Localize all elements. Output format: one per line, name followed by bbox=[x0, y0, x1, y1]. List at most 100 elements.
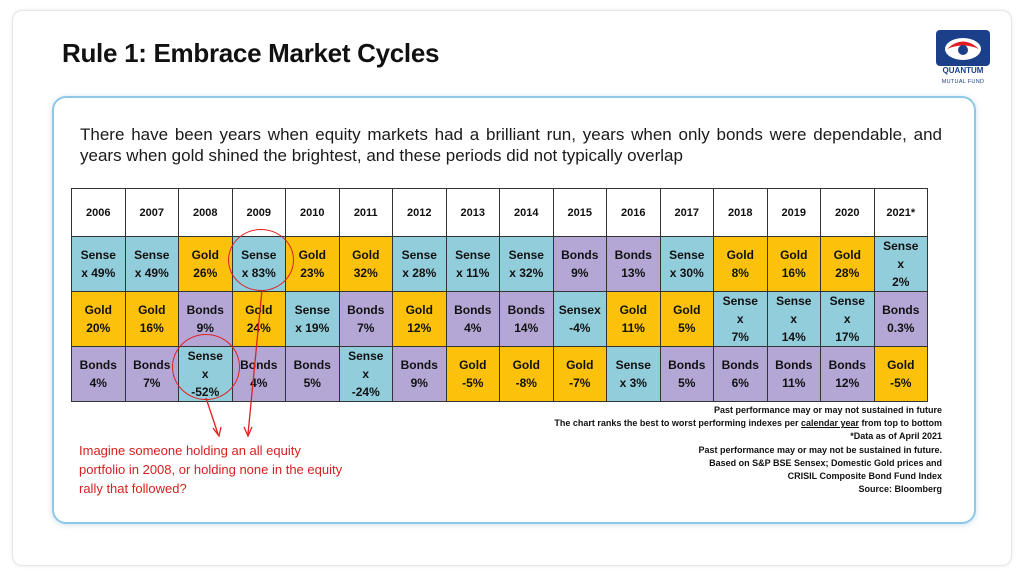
gold-cell: Gold 16% bbox=[124, 291, 179, 347]
year-header-cell: 2009 bbox=[231, 188, 286, 237]
bonds-cell: Bonds 11% bbox=[766, 346, 821, 402]
highlight-circle-2009 bbox=[228, 229, 294, 291]
cell-value: Gold 20% bbox=[84, 303, 112, 335]
cell-value: Bonds 12% bbox=[828, 358, 866, 390]
bonds-cell: Bonds 7% bbox=[338, 291, 393, 347]
bonds-cell: Bonds 9% bbox=[178, 291, 233, 347]
year-header-cell: 2012 bbox=[392, 188, 447, 237]
note-line-6: CRISIL Composite Bond Fund Index bbox=[787, 471, 942, 482]
gold-cell: Gold 20% bbox=[71, 291, 126, 347]
sensex-cell: Sense x 11% bbox=[445, 236, 500, 292]
cell-value: Bonds 7% bbox=[347, 303, 385, 335]
bonds-cell: Bonds 12% bbox=[820, 346, 875, 402]
gold-cell: Gold 28% bbox=[820, 236, 875, 292]
cell-value: Bonds 9% bbox=[400, 358, 438, 390]
gold-cell: Gold 5% bbox=[659, 291, 714, 347]
cell-value: Gold -5% bbox=[459, 358, 487, 390]
bonds-cell: Bonds 9% bbox=[552, 236, 607, 292]
gold-cell: Gold -5% bbox=[873, 346, 928, 402]
year-header-cell: 2020 bbox=[820, 188, 875, 237]
intro-text: There have been years when equity market… bbox=[80, 125, 942, 165]
cell-value: Bonds 14% bbox=[507, 303, 545, 335]
sensex-cell: Sense x 49% bbox=[71, 236, 126, 292]
cell-value: Sense x 49% bbox=[80, 248, 116, 280]
cell-value: Sensex -4% bbox=[558, 303, 601, 335]
cell-value: Gold 16% bbox=[780, 248, 808, 280]
cell-value: Bonds 13% bbox=[614, 248, 652, 280]
note-line-2-underlined: calendar year bbox=[800, 418, 860, 429]
bonds-cell: Bonds 5% bbox=[659, 346, 714, 402]
bonds-cell: Bonds 9% bbox=[392, 346, 447, 402]
year-header-cell: 2017 bbox=[659, 188, 714, 237]
cell-value: Gold -7% bbox=[566, 358, 594, 390]
bonds-cell: Bonds 4% bbox=[71, 346, 126, 402]
cell-value: Sense x 3% bbox=[615, 358, 651, 390]
note-line-1: Past performance may or may not sustaine… bbox=[713, 405, 942, 415]
cell-value: Gold 5% bbox=[673, 303, 701, 335]
gold-cell: Gold 24% bbox=[231, 291, 286, 347]
year-header-cell: 2010 bbox=[285, 188, 340, 237]
gold-cell: Gold -8% bbox=[499, 346, 554, 402]
cell-value: Sense x 11% bbox=[455, 248, 491, 280]
cell-value: Bonds 9% bbox=[186, 303, 224, 335]
bonds-cell: Bonds 4% bbox=[445, 291, 500, 347]
cell-value: Bonds 11% bbox=[775, 358, 813, 390]
cell-value: Bonds 5% bbox=[668, 358, 706, 390]
slide-title: Rule 1: Embrace Market Cycles bbox=[62, 38, 440, 68]
note-line-4: Past performance may or may not be susta… bbox=[698, 444, 942, 455]
year-header-cell: 2016 bbox=[606, 188, 661, 237]
sensex-cell: Sense x 7% bbox=[713, 291, 768, 347]
sensex-cell: Sense x 49% bbox=[124, 236, 179, 292]
cell-value: Gold 8% bbox=[726, 248, 754, 280]
gold-cell: Gold 23% bbox=[285, 236, 340, 292]
cell-value: Sense x 49% bbox=[134, 248, 170, 280]
gold-cell: Gold 16% bbox=[766, 236, 821, 292]
sensex-cell: Sense x 32% bbox=[499, 236, 554, 292]
bonds-cell: Bonds 13% bbox=[606, 236, 661, 292]
cell-value: Sense x 19% bbox=[294, 303, 330, 335]
cell-value: Gold 26% bbox=[191, 248, 219, 280]
callout-text: Imagine someone holding an all equity po… bbox=[79, 443, 343, 496]
bonds-cell: Bonds 0.3% bbox=[873, 291, 928, 347]
cell-value: Sense x 2% bbox=[883, 239, 919, 289]
bonds-cell: Bonds 4% bbox=[231, 346, 286, 402]
bonds-cell: Bonds 6% bbox=[713, 346, 768, 402]
cell-value: Gold 24% bbox=[245, 303, 273, 335]
note-line-2-pre: The chart ranks the best to worst perfor… bbox=[554, 418, 801, 429]
gold-cell: Gold 32% bbox=[338, 236, 393, 292]
year-header-cell: 2007 bbox=[124, 188, 179, 237]
year-header-cell: 2019 bbox=[766, 188, 821, 237]
year-header-cell: 2008 bbox=[178, 188, 233, 237]
sensex-cell: Sense x 17% bbox=[820, 291, 875, 347]
year-header-cell: 2013 bbox=[445, 188, 500, 237]
cell-value: Sense x 17% bbox=[829, 294, 865, 344]
cell-value: Sense x -24% bbox=[348, 349, 384, 399]
rank-row-best: Sense x 49% Sense x 49% Gold 26% Sense x 83… bbox=[71, 236, 928, 292]
cell-value: Bonds 0.3% bbox=[882, 303, 920, 335]
note-line-3: *Data as of April 2021 bbox=[850, 431, 942, 442]
cell-value: Gold 11% bbox=[619, 303, 647, 335]
year-header-row: 2006 2007 2008 2009 2010 2011 2012 2013 2014 2015… bbox=[71, 188, 928, 237]
cell-value: Gold 12% bbox=[405, 303, 433, 335]
sensex-cell: Sense x 2% bbox=[873, 236, 928, 292]
logo-name: QUANTUM bbox=[942, 66, 984, 75]
cell-value: Sense x 7% bbox=[722, 294, 758, 344]
cell-value: Bonds 7% bbox=[133, 358, 171, 390]
cell-value: Gold -8% bbox=[512, 358, 540, 390]
year-header-cell: 2014 bbox=[499, 188, 554, 237]
quantum-logo-icon bbox=[936, 30, 990, 66]
sensex-cell: Sense x 3% bbox=[606, 346, 661, 402]
cell-value: Bonds 5% bbox=[293, 358, 331, 390]
sensex-cell: Sense x 14% bbox=[766, 291, 821, 347]
note-line-2: The chart ranks the best to worst perfor… bbox=[422, 417, 942, 430]
cell-value: Bonds 4% bbox=[454, 303, 492, 335]
year-header-cell: 2011 bbox=[338, 188, 393, 237]
cell-value: Gold 28% bbox=[833, 248, 861, 280]
gold-cell: Gold 12% bbox=[392, 291, 447, 347]
gold-cell: Gold -7% bbox=[552, 346, 607, 402]
cell-value: Gold 23% bbox=[298, 248, 326, 280]
gold-cell: Gold 26% bbox=[178, 236, 233, 292]
year-header-cell: 2006 bbox=[71, 188, 126, 237]
bonds-cell: Bonds 14% bbox=[499, 291, 554, 347]
cell-value: Gold 32% bbox=[352, 248, 380, 280]
